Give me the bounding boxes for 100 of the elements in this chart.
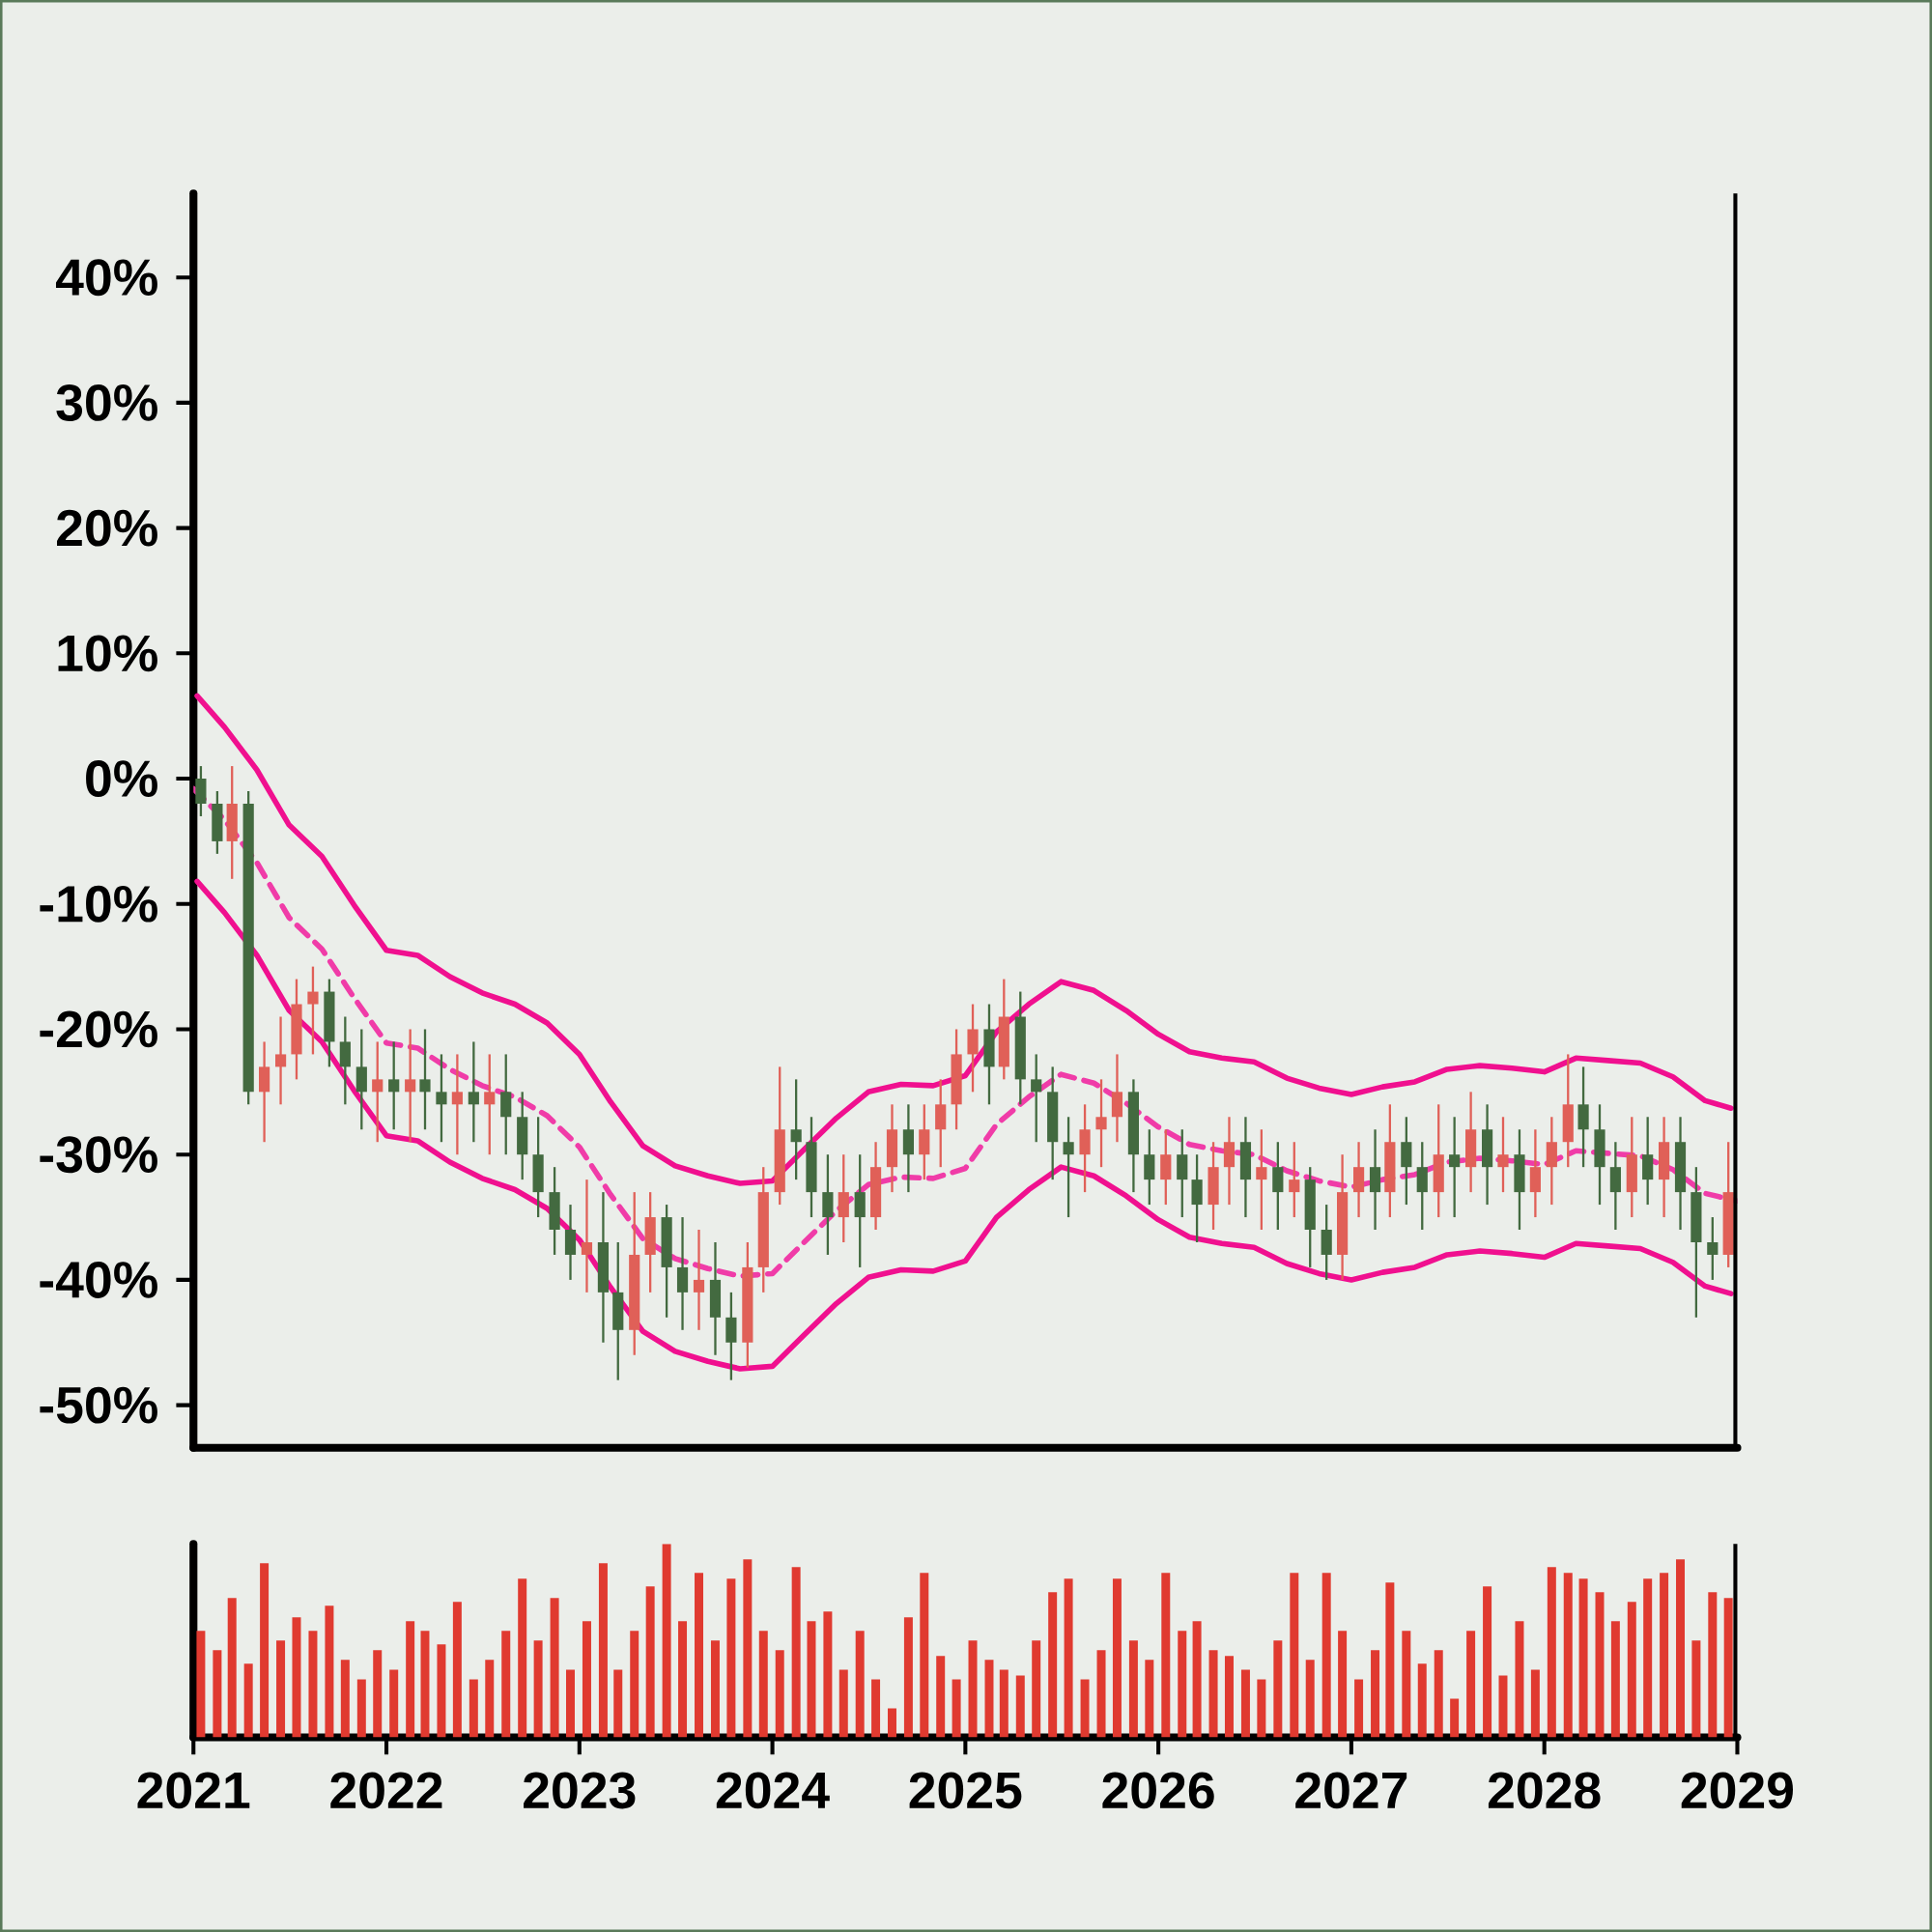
- x-tick-label: 2025: [909, 1772, 1022, 1809]
- candlestick: [790, 1078, 802, 1181]
- bar: [1305, 1660, 1315, 1738]
- bar: [1064, 1578, 1073, 1738]
- candlestick: [1031, 1053, 1042, 1144]
- bar: [726, 1578, 736, 1738]
- bar: [1563, 1573, 1573, 1738]
- bar: [1691, 1640, 1701, 1738]
- candlestick: [388, 1040, 400, 1131]
- bar: [758, 1631, 768, 1738]
- bar: [1015, 1675, 1025, 1738]
- y-tick-label: -50%: [40, 1386, 157, 1424]
- bar: [1708, 1592, 1718, 1738]
- bar: [1417, 1663, 1427, 1738]
- bar: [292, 1617, 301, 1738]
- bar: [1240, 1669, 1250, 1738]
- bar: [645, 1586, 655, 1738]
- bar: [452, 1602, 462, 1738]
- y-tick-label: 40%: [55, 259, 157, 297]
- bar: [1145, 1660, 1154, 1738]
- bar: [1192, 1621, 1202, 1738]
- bar: [1530, 1669, 1540, 1738]
- candlestick: [1497, 1116, 1509, 1194]
- bar: [807, 1621, 816, 1738]
- candlestick: [307, 965, 319, 1056]
- bar: [1161, 1573, 1171, 1738]
- bar: [373, 1650, 383, 1738]
- bar: [952, 1679, 961, 1738]
- bar: [582, 1621, 591, 1738]
- bar: [1385, 1582, 1395, 1738]
- bar: [743, 1559, 753, 1738]
- bar: [838, 1669, 848, 1738]
- bar: [903, 1617, 913, 1738]
- bar: [1080, 1679, 1090, 1738]
- bar: [325, 1605, 334, 1738]
- candlestick: [405, 1028, 416, 1144]
- candlestick: [581, 1178, 593, 1294]
- bar: [1224, 1656, 1234, 1738]
- candlestick: [451, 1053, 463, 1156]
- bar: [1627, 1602, 1636, 1738]
- candlestick: [468, 1040, 479, 1144]
- bar: [920, 1573, 929, 1738]
- x-tick-label: 2027: [1295, 1772, 1407, 1809]
- bar: [213, 1650, 222, 1738]
- bar: [533, 1640, 543, 1738]
- y-tick-label: -10%: [40, 885, 157, 923]
- candlestick: [1449, 1116, 1461, 1219]
- candlestick: [1256, 1128, 1267, 1232]
- bar: [936, 1656, 946, 1738]
- bar: [1128, 1640, 1138, 1738]
- bar: [630, 1631, 639, 1738]
- y-tick-label: 10%: [58, 635, 157, 672]
- bar: [1032, 1640, 1041, 1738]
- bar: [550, 1598, 559, 1738]
- bar: [888, 1708, 896, 1738]
- bar: [1610, 1621, 1620, 1738]
- x-tick-label: 2029: [1681, 1772, 1793, 1809]
- bar: [389, 1669, 399, 1738]
- bar: [598, 1563, 608, 1738]
- candlestick: [1289, 1141, 1300, 1219]
- y-tick-label: 0%: [86, 760, 157, 798]
- x-tick-label: 2026: [1102, 1772, 1214, 1809]
- candlestick: [1707, 1215, 1719, 1282]
- candlestick: [436, 1053, 447, 1144]
- bar: [1434, 1650, 1443, 1738]
- bar: [1048, 1592, 1058, 1738]
- bar: [710, 1640, 720, 1738]
- bar: [243, 1663, 253, 1738]
- bar: [1547, 1567, 1556, 1738]
- bar: [566, 1669, 575, 1738]
- bar: [437, 1644, 446, 1738]
- y-tick-label: 20%: [57, 509, 157, 547]
- bar: [1371, 1650, 1380, 1738]
- bar: [1402, 1631, 1411, 1738]
- candlestick: [372, 1040, 384, 1144]
- bar: [1257, 1679, 1266, 1738]
- bar: [1660, 1573, 1669, 1738]
- bar: [1676, 1559, 1685, 1738]
- candlestick: [484, 1053, 496, 1156]
- y-tick-label: 30%: [56, 384, 157, 421]
- bar: [855, 1631, 865, 1738]
- bar: [1643, 1578, 1653, 1738]
- bar: [420, 1631, 430, 1738]
- bar: [1498, 1675, 1508, 1738]
- bar: [469, 1679, 478, 1738]
- candlestick: [274, 1015, 287, 1106]
- candlestick: [1095, 1078, 1107, 1169]
- x-tick-label: 2022: [330, 1772, 442, 1809]
- bar: [501, 1631, 511, 1738]
- bar: [1321, 1573, 1331, 1738]
- bar: [1354, 1679, 1364, 1738]
- bar: [662, 1544, 671, 1738]
- bar: [260, 1563, 270, 1738]
- bar: [1096, 1650, 1106, 1738]
- bar: [1466, 1631, 1476, 1738]
- bar: [1450, 1698, 1460, 1738]
- bar: [1178, 1631, 1187, 1738]
- y-tick-label: -40%: [40, 1261, 157, 1298]
- bar: [406, 1621, 415, 1738]
- x-tick-label: 2023: [524, 1772, 636, 1809]
